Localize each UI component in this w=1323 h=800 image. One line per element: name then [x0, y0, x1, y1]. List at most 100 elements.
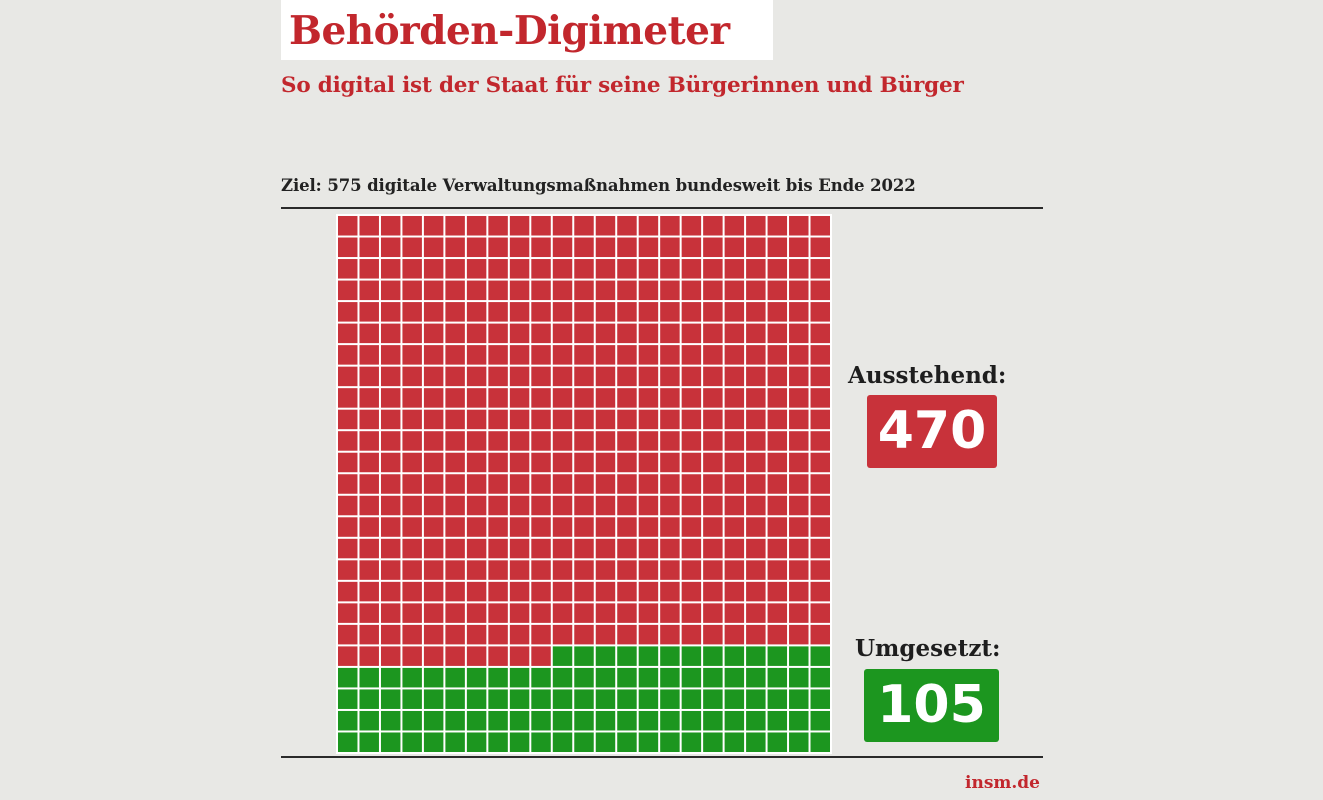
- waffle-cell-pending: [338, 280, 358, 301]
- waffle-cell-pending: [724, 517, 745, 537]
- waffle-cell-pending: [617, 495, 637, 516]
- waffle-cell-pending: [724, 302, 745, 322]
- waffle-cell-pending: [380, 495, 401, 516]
- waffle-cell-pending: [746, 538, 766, 559]
- waffle-cell-done: [488, 667, 508, 688]
- waffle-cell-done: [595, 710, 616, 731]
- waffle-cell-pending: [423, 560, 444, 580]
- waffle-cell-pending: [660, 280, 680, 301]
- waffle-cell-pending: [531, 495, 551, 516]
- waffle-cell-pending: [338, 603, 358, 623]
- waffle-cell-pending: [445, 560, 465, 580]
- waffle-cell-pending: [574, 388, 594, 408]
- waffle-cell-pending: [638, 560, 659, 580]
- waffle-cell-pending: [531, 216, 551, 236]
- waffle-cell-pending: [638, 431, 659, 451]
- waffle-cell-pending: [746, 366, 766, 387]
- waffle-cell-pending: [574, 216, 594, 236]
- waffle-cell-pending: [617, 216, 637, 236]
- waffle-cell-pending: [810, 388, 830, 408]
- waffle-cell-pending: [703, 237, 723, 258]
- waffle-cell-pending: [531, 517, 551, 537]
- waffle-cell-pending: [767, 581, 788, 602]
- waffle-cell-pending: [746, 345, 766, 365]
- waffle-cell-done: [595, 646, 616, 666]
- waffle-cell-pending: [466, 495, 487, 516]
- waffle-cell-pending: [380, 302, 401, 322]
- waffle-cell-pending: [338, 474, 358, 494]
- waffle-cell-pending: [767, 280, 788, 301]
- waffle-cell-pending: [724, 409, 745, 430]
- waffle-cell-pending: [380, 646, 401, 666]
- waffle-cell-done: [789, 732, 809, 752]
- waffle-cell-pending: [402, 517, 422, 537]
- waffle-cell-pending: [445, 409, 465, 430]
- waffle-cell-pending: [359, 495, 379, 516]
- waffle-cell-done: [466, 667, 487, 688]
- waffle-cell-done: [552, 732, 573, 752]
- waffle-cell-pending: [359, 538, 379, 559]
- waffle-cell-pending: [595, 474, 616, 494]
- waffle-cell-done: [509, 710, 530, 731]
- waffle-cell-pending: [423, 603, 444, 623]
- waffle-cell-done: [810, 667, 830, 688]
- waffle-cell-pending: [746, 431, 766, 451]
- waffle-cell-pending: [574, 603, 594, 623]
- waffle-cell-pending: [810, 216, 830, 236]
- waffle-cell-pending: [466, 603, 487, 623]
- waffle-cell-pending: [466, 216, 487, 236]
- waffle-cell-pending: [552, 452, 573, 473]
- waffle-cell-pending: [703, 624, 723, 645]
- waffle-cell-pending: [359, 237, 379, 258]
- waffle-cell-pending: [638, 603, 659, 623]
- waffle-cell-done: [724, 710, 745, 731]
- waffle-cell-pending: [746, 216, 766, 236]
- waffle-cell-done: [380, 710, 401, 731]
- waffle-cell-pending: [789, 237, 809, 258]
- waffle-cell-pending: [617, 280, 637, 301]
- waffle-cell-pending: [552, 216, 573, 236]
- waffle-cell-pending: [423, 216, 444, 236]
- waffle-cell-pending: [617, 538, 637, 559]
- waffle-cell-done: [402, 689, 422, 709]
- waffle-cell-done: [746, 732, 766, 752]
- waffle-cell-pending: [810, 538, 830, 559]
- waffle-cell-pending: [531, 646, 551, 666]
- waffle-cell-done: [789, 646, 809, 666]
- waffle-cell-pending: [681, 237, 702, 258]
- waffle-cell-pending: [402, 345, 422, 365]
- waffle-cell-pending: [380, 431, 401, 451]
- waffle-cell-pending: [767, 517, 788, 537]
- waffle-cell-pending: [402, 216, 422, 236]
- waffle-cell-done: [724, 667, 745, 688]
- waffle-cell-pending: [810, 474, 830, 494]
- waffle-cell-pending: [789, 345, 809, 365]
- waffle-cell-done: [488, 710, 508, 731]
- waffle-cell-pending: [445, 517, 465, 537]
- waffle-cell-done: [595, 667, 616, 688]
- waffle-cell-pending: [681, 323, 702, 344]
- waffle-cell-pending: [531, 237, 551, 258]
- waffle-cell-pending: [681, 517, 702, 537]
- waffle-cell-pending: [638, 495, 659, 516]
- waffle-cell-pending: [660, 581, 680, 602]
- waffle-cell-pending: [767, 452, 788, 473]
- waffle-cell-pending: [724, 431, 745, 451]
- waffle-cell-done: [574, 732, 594, 752]
- waffle-cell-pending: [617, 624, 637, 645]
- waffle-cell-pending: [789, 280, 809, 301]
- waffle-cell-pending: [402, 302, 422, 322]
- waffle-cell-pending: [789, 495, 809, 516]
- waffle-cell-pending: [380, 323, 401, 344]
- waffle-cell-pending: [595, 603, 616, 623]
- waffle-cell-pending: [402, 409, 422, 430]
- waffle-cell-pending: [746, 560, 766, 580]
- waffle-cell-pending: [445, 646, 465, 666]
- waffle-cell-done: [574, 689, 594, 709]
- waffle-cell-pending: [552, 495, 573, 516]
- waffle-cell-pending: [402, 366, 422, 387]
- waffle-cell-done: [380, 732, 401, 752]
- waffle-cell-done: [703, 667, 723, 688]
- waffle-cell-pending: [789, 388, 809, 408]
- waffle-cell-pending: [445, 431, 465, 451]
